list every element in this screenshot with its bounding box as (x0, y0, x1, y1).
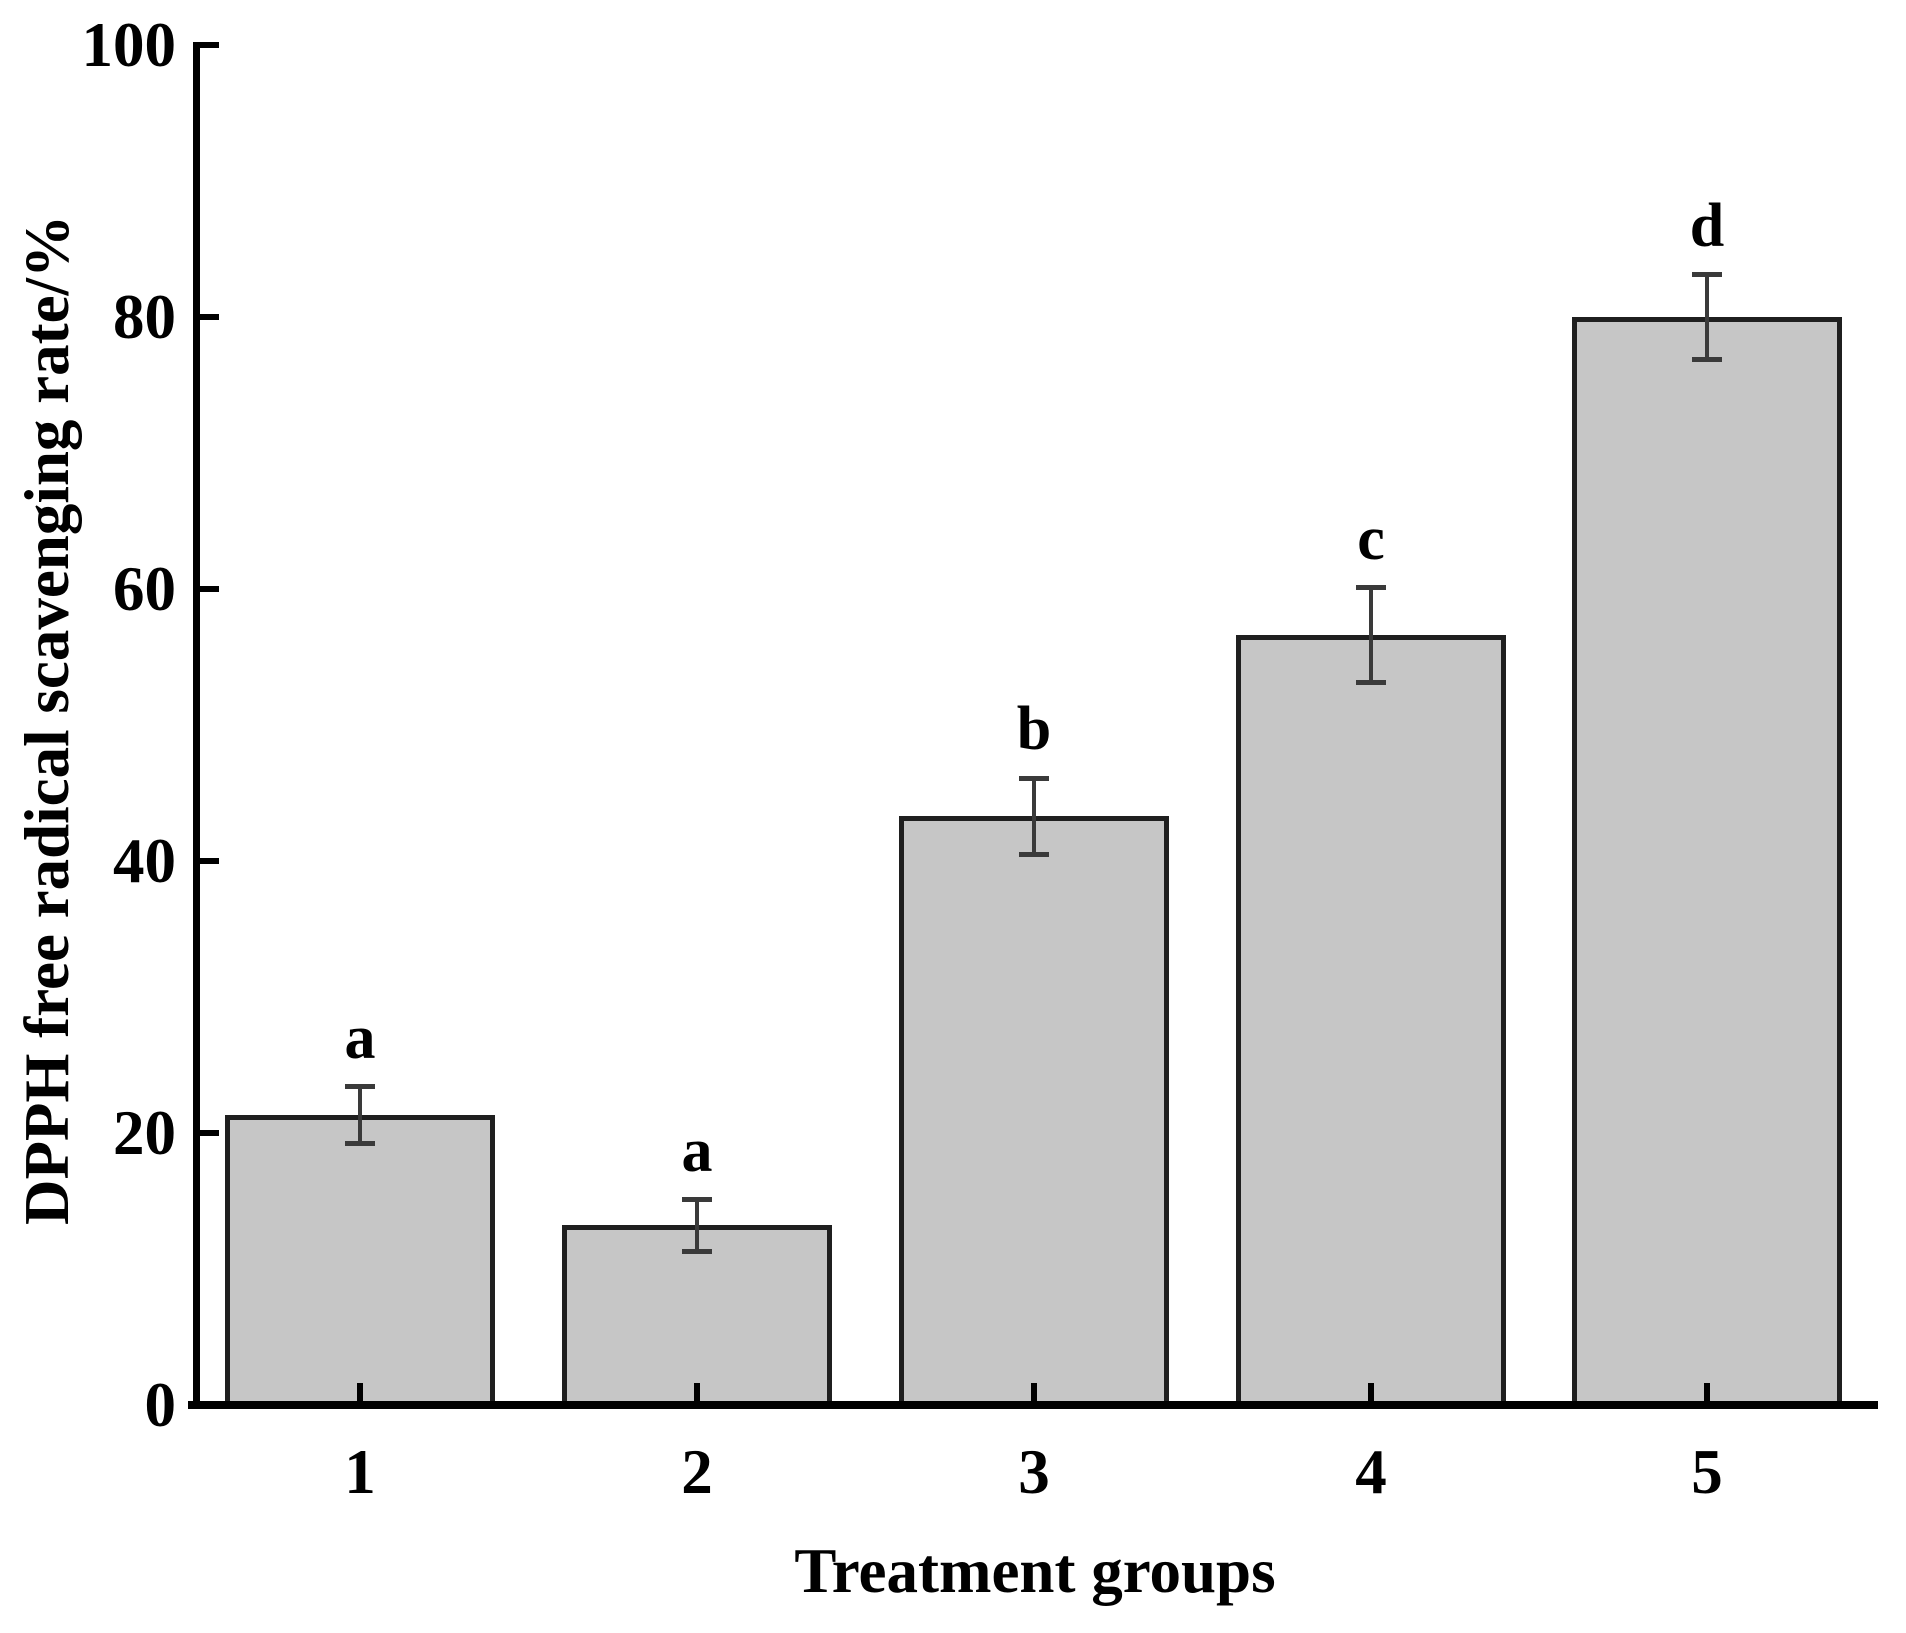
significance-letter: a (681, 1116, 713, 1185)
error-bar-cap-bottom (1692, 356, 1722, 362)
error-bar-cap-top (1356, 585, 1386, 591)
x-axis-tick (1368, 1383, 1374, 1401)
y-axis-tick (200, 858, 219, 864)
error-bar-cap-bottom (1356, 680, 1386, 686)
significance-letter: d (1689, 191, 1725, 260)
x-tick-label: 2 (681, 1437, 713, 1507)
y-tick-label: 0 (144, 1370, 177, 1440)
x-axis-title: Treatment groups (794, 1536, 1276, 1606)
y-tick-label: 20 (113, 1098, 176, 1168)
y-axis-tick (200, 586, 219, 592)
bar (225, 1115, 495, 1405)
bar (899, 816, 1169, 1405)
error-bar-whisker (1032, 778, 1036, 855)
significance-letter: c (1357, 504, 1385, 573)
error-bar-whisker (1369, 587, 1373, 683)
significance-letter: a (344, 1003, 376, 1072)
y-tick-label: 80 (113, 282, 176, 352)
error-bar-cap-bottom (345, 1141, 375, 1147)
y-tick-label: 40 (113, 826, 176, 896)
y-tick-label: 60 (113, 554, 176, 624)
x-axis-tick (694, 1383, 700, 1401)
x-tick-label: 1 (344, 1437, 376, 1507)
x-tick-label: 4 (1355, 1437, 1387, 1507)
x-tick-label: 3 (1018, 1437, 1050, 1507)
y-axis-title: DPPH free radical scavenging rate/% (12, 214, 82, 1226)
y-axis-tick (200, 42, 219, 48)
error-bar-cap-top (345, 1084, 375, 1090)
y-axis-line (193, 42, 200, 1409)
y-axis-tick (200, 1130, 219, 1136)
x-axis-tick (357, 1383, 363, 1401)
x-axis-tick (1031, 1383, 1037, 1401)
x-tick-label: 5 (1691, 1437, 1723, 1507)
significance-letter: b (1016, 695, 1052, 764)
x-axis-line (188, 1401, 1878, 1409)
bar (562, 1225, 832, 1405)
x-axis-tick (1704, 1383, 1710, 1401)
error-bar-cap-top (1692, 272, 1722, 278)
error-bar-cap-bottom (1019, 851, 1049, 857)
bar (1236, 635, 1506, 1405)
error-bar-whisker (358, 1086, 362, 1144)
y-tick-label: 100 (81, 10, 177, 80)
error-bar-cap-top (682, 1197, 712, 1203)
bar (1572, 317, 1842, 1405)
error-bar-cap-bottom (682, 1248, 712, 1254)
error-bar-whisker (695, 1199, 699, 1252)
error-bar-whisker (1705, 274, 1709, 360)
error-bar-cap-top (1019, 775, 1049, 781)
y-axis-tick (200, 314, 219, 320)
